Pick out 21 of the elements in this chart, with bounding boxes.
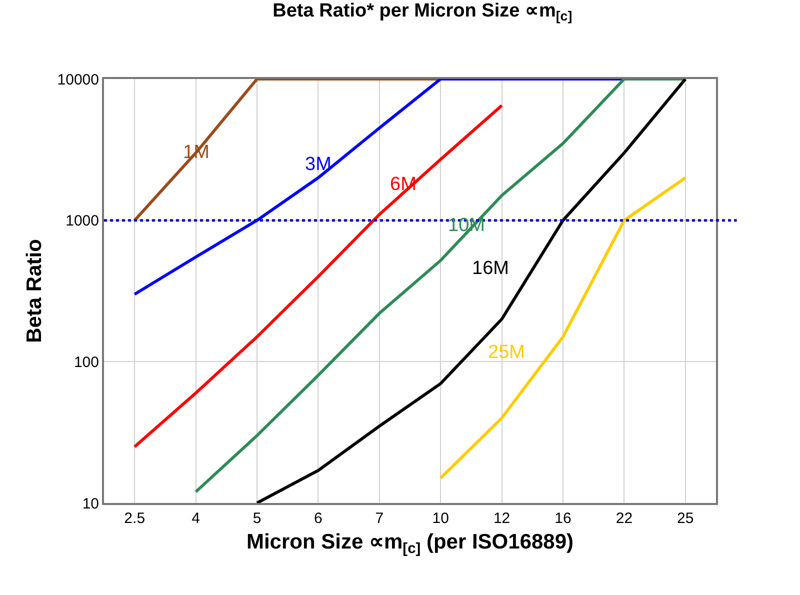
x-tick-label: 2.5 <box>124 510 146 527</box>
x-axis-title: Micron Size ∝m$_{[c]}$ (per ISO16889) <box>246 530 574 558</box>
x-tick-label: 5 <box>252 510 262 527</box>
line-series <box>439 176 687 480</box>
x-tick-label: 10 <box>432 510 449 527</box>
y-tick-label: 1000 <box>66 212 99 230</box>
y-tick-label: 10000 <box>57 71 99 88</box>
chart-title: Beta Ratio* per Micron Size ∝m$_{[c]}$ <box>272 0 572 24</box>
series-label: 16M <box>472 258 509 279</box>
y-axis-title: Beta Ratio <box>22 239 46 343</box>
x-tick-label: 22 <box>616 510 633 527</box>
y-tick-label: 100 <box>74 354 99 371</box>
x-tick-label: 4 <box>192 510 200 527</box>
series-label: 25M <box>488 342 525 363</box>
y-tick-label: 10 <box>82 495 99 512</box>
x-tick-label: 7 <box>375 510 384 527</box>
series-label: 3M <box>305 154 332 175</box>
x-tick-label: 16 <box>554 510 572 527</box>
x-tick-label: 12 <box>493 510 510 527</box>
x-tick-label: 25 <box>677 510 694 527</box>
x-tick-label: 6 <box>314 510 322 527</box>
